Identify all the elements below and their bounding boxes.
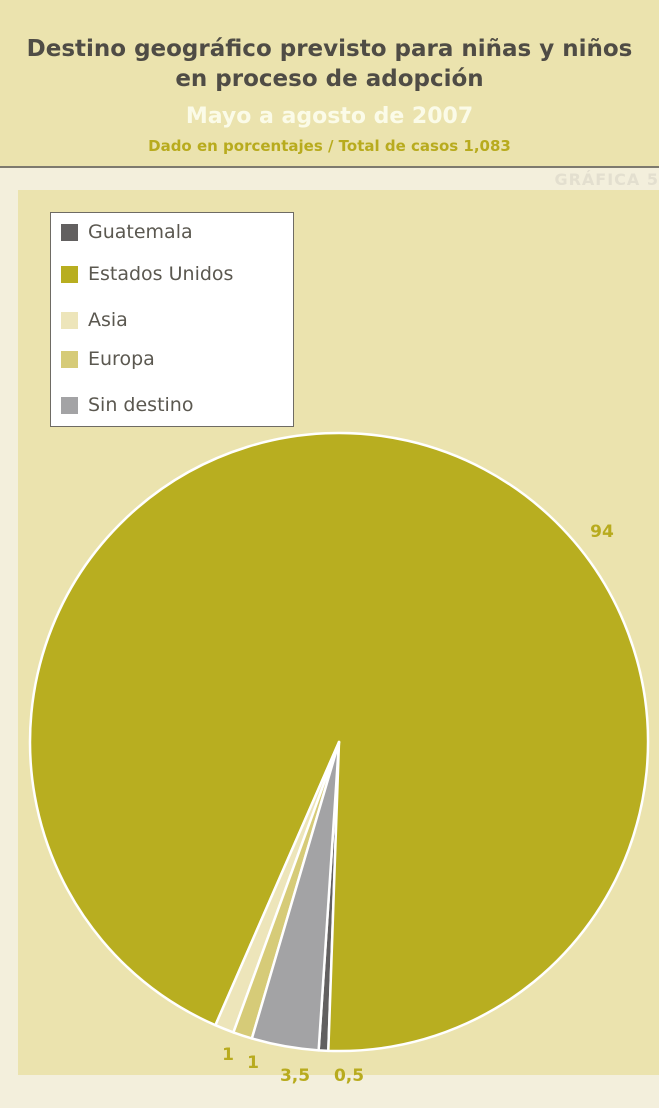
chart-note: Dado en porcentajes / Total de casos 1,0…: [148, 137, 511, 155]
data-label-guatemala: 0,5: [334, 1066, 364, 1086]
legend-label-asia: Asia: [88, 309, 128, 331]
legend-swatch-sin-destino: [61, 396, 78, 414]
data-label-sin-destino: 3,5: [280, 1066, 310, 1086]
legend-label-europa: Europa: [88, 348, 155, 370]
data-label-asia: 1: [222, 1045, 234, 1065]
legend: Guatemala Estados Unidos Asia Europa Sin…: [50, 212, 294, 427]
chart-title-line1: Destino geográfico previsto para niñas y…: [26, 36, 633, 62]
chart-subtitle: Mayo a agosto de 2007: [185, 104, 474, 129]
legend-swatch-estados-unidos: [61, 265, 78, 283]
legend-item-europa: Europa: [61, 347, 155, 371]
legend-label-estados-unidos: Estados Unidos: [88, 263, 234, 285]
pie-slice-sin-destino: [250, 740, 341, 1052]
header-banner: Destino geográfico previsto para niñas y…: [0, 0, 659, 168]
data-label-europa: 1: [247, 1053, 259, 1073]
data-label-estados-unidos: 94: [590, 522, 614, 542]
chart-title-line2: en proceso de adopción: [175, 66, 484, 92]
legend-item-asia: Asia: [61, 308, 128, 332]
legend-swatch-guatemala: [61, 223, 78, 241]
legend-label-sin-destino: Sin destino: [88, 394, 194, 416]
figure-badge: GRÁFICA 5: [554, 170, 659, 189]
legend-swatch-europa: [61, 350, 78, 368]
legend-swatch-asia: [61, 311, 78, 329]
legend-item-guatemala: Guatemala: [61, 220, 193, 244]
legend-item-sin-destino: Sin destino: [61, 393, 193, 417]
legend-label-guatemala: Guatemala: [88, 221, 193, 243]
legend-item-estados-unidos: Estados Unidos: [61, 262, 233, 286]
